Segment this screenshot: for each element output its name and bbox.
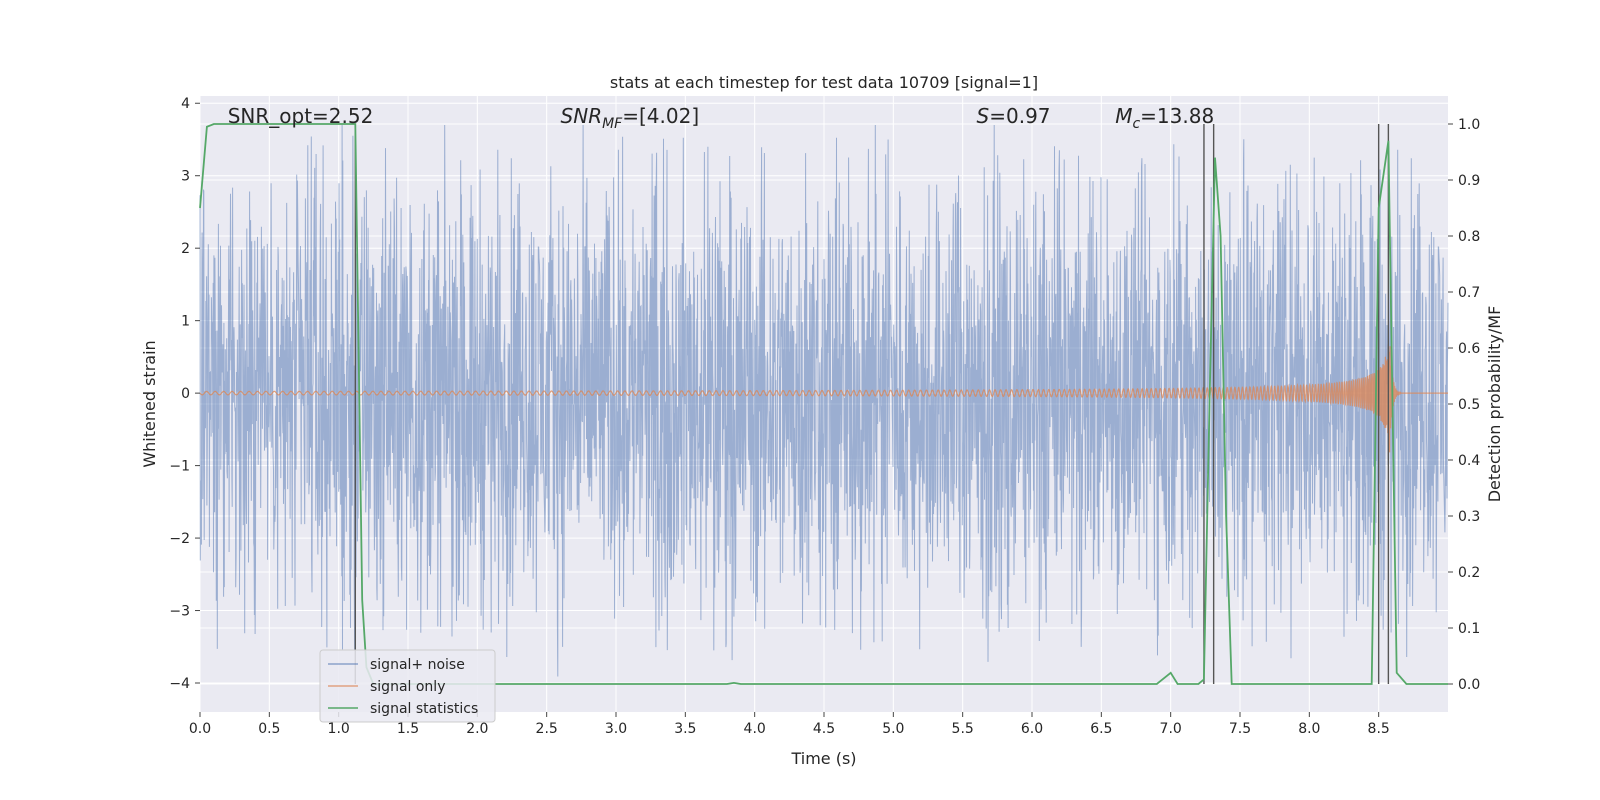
x-tick-label: 2.5 xyxy=(536,721,558,737)
y2-tick-label: 0.4 xyxy=(1458,453,1480,469)
legend-label-signal-only: signal only xyxy=(370,679,445,695)
y2-tick-label: 0.0 xyxy=(1458,677,1480,693)
series-signal-only xyxy=(199,344,1448,453)
x-tick-label: 2.0 xyxy=(466,721,488,737)
y2-tick-label: 1.0 xyxy=(1458,117,1480,133)
y-tick-label: −1 xyxy=(169,459,190,475)
y2-tick-label: 0.8 xyxy=(1458,229,1480,245)
annotation: SNR_opt=2.52 xyxy=(228,104,374,128)
y2-tick-label: 0.3 xyxy=(1458,509,1480,525)
y-tick-label: −3 xyxy=(169,604,190,620)
x-tick-label: 3.0 xyxy=(605,721,627,737)
y2-axis-label: Detection probability/MF xyxy=(1485,306,1504,503)
y2-tick-label: 0.6 xyxy=(1458,341,1480,357)
y2-tick-label: 0.7 xyxy=(1458,285,1480,301)
legend-label-signal-noise: signal+ noise xyxy=(370,657,465,673)
legend-label-signal-statistics: signal statistics xyxy=(370,701,478,717)
x-axis-label: Time (s) xyxy=(790,749,856,768)
x-tick-label: 4.0 xyxy=(744,721,766,737)
series-signal-noise xyxy=(199,124,1449,677)
x-tick-label: 7.5 xyxy=(1229,721,1251,737)
y-axis-label: Whitened strain xyxy=(140,340,159,467)
y2-tick-label: 0.1 xyxy=(1458,621,1480,637)
annotation: SNRMF=[4.02] xyxy=(561,104,700,132)
x-tick-label: 5.5 xyxy=(952,721,974,737)
annotations: SNR_opt=2.52 SNRMF=[4.02] S=0.97 Mc=13.88 xyxy=(228,104,1214,132)
y-tick-label: 2 xyxy=(181,241,190,257)
y-tick-label: 4 xyxy=(181,96,190,112)
annotation: Mc=13.88 xyxy=(1115,104,1214,132)
y-tick-label: 0 xyxy=(181,386,190,402)
y2-tick-label: 0.9 xyxy=(1458,173,1480,189)
chart-title: stats at each timestep for test data 107… xyxy=(610,73,1038,92)
axes: 0.0 0.5 1.0 1.5 2.0 2.5 3.0 3.5 4.0 4.5 5.0 5.5 6.0 6… xyxy=(169,96,1480,737)
series-signal-statistics xyxy=(199,123,1448,685)
legend-box xyxy=(319,649,496,723)
x-tick-label: 7.0 xyxy=(1160,721,1182,737)
x-tick-label: 6.5 xyxy=(1090,721,1112,737)
x-tick-label: 6.0 xyxy=(1021,721,1043,737)
x-tick-label: 3.5 xyxy=(674,721,696,737)
x-tick-label: 1.0 xyxy=(328,721,350,737)
y-tick-label: −4 xyxy=(169,676,190,692)
x-tick-label: 0.5 xyxy=(258,721,280,737)
x-tick-label: 1.5 xyxy=(397,721,419,737)
y2-tick-label: 0.2 xyxy=(1458,565,1480,581)
y-tick-label: −2 xyxy=(169,531,190,547)
y-tick-label: 3 xyxy=(181,169,190,185)
x-tick-label: 8.5 xyxy=(1368,721,1390,737)
x-tick-label: 4.5 xyxy=(813,721,835,737)
y-tick-label: 1 xyxy=(181,314,190,330)
data-layer xyxy=(199,123,1449,685)
annotation: S=0.97 xyxy=(977,104,1051,128)
x-tick-label: 8.0 xyxy=(1298,721,1320,737)
legend: signal+ noise signal only signal statist… xyxy=(319,649,496,723)
x-tick-label: 0.0 xyxy=(189,721,211,737)
y2-tick-label: 0.5 xyxy=(1458,397,1480,413)
x-tick-label: 5.0 xyxy=(882,721,904,737)
